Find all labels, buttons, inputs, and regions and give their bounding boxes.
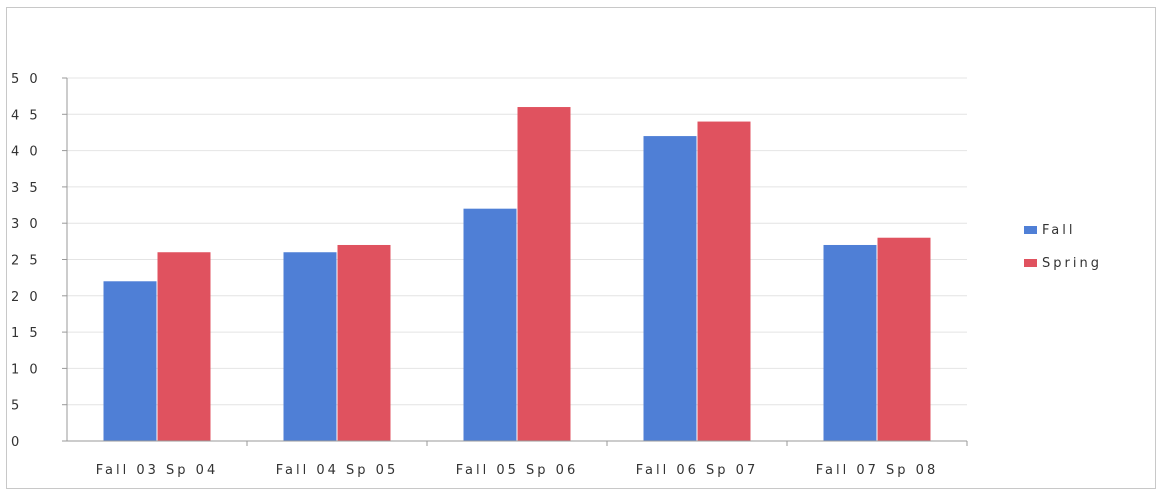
y-tick-labels: 0 5 1 0 1 5 2 0 2 5 3 0 3 5 4 0 4 5 5 0	[11, 72, 41, 450]
y-tick-label: 3 0	[11, 217, 41, 232]
bar-spring	[697, 121, 751, 441]
y-tick-label: 1 0	[11, 362, 41, 377]
bar-spring	[337, 244, 391, 441]
legend-swatch-spring	[1024, 259, 1037, 267]
gridlines	[67, 77, 967, 406]
y-tick-label: 2 5	[11, 254, 41, 269]
bar-spring	[157, 252, 211, 441]
legend: Fall Spring	[1024, 223, 1102, 271]
bar-fall	[643, 136, 697, 441]
y-tick-label: 3 5	[11, 181, 41, 196]
y-tick-label: 1 5	[11, 326, 41, 341]
legend-label-spring: Spring	[1042, 256, 1102, 271]
bar-fall	[463, 208, 517, 441]
x-tick-labels: Fall 03 Sp 04 Fall 04 Sp 05 Fall 05 Sp 06 F…	[96, 463, 938, 478]
bar-fall	[103, 281, 157, 441]
bar-spring	[877, 237, 931, 441]
y-tick-label: 5	[11, 399, 22, 414]
bars	[103, 107, 931, 441]
bar-fall	[823, 244, 877, 441]
y-tick-label: 4 5	[11, 108, 41, 123]
x-tick-label: Fall 03 Sp 04	[96, 463, 218, 478]
legend-label-fall: Fall	[1042, 223, 1075, 238]
bar-fall	[283, 252, 337, 441]
x-tick-label: Fall 07 Sp 08	[816, 463, 938, 478]
legend-swatch-fall	[1024, 226, 1037, 234]
bar-spring	[517, 107, 571, 441]
axes	[62, 77, 968, 446]
bar-chart: 0 5 1 0 1 5 2 0 2 5 3 0 3 5 4 0 4 5 5 0 Fall 03 Sp…	[11, 72, 1102, 478]
chart-frame: 0 5 1 0 1 5 2 0 2 5 3 0 3 5 4 0 4 5 5 0 Fall 03 Sp…	[6, 7, 1156, 489]
x-tick-label: Fall 05 Sp 06	[456, 463, 578, 478]
x-tick-label: Fall 06 Sp 07	[636, 463, 758, 478]
y-tick-label: 4 0	[11, 145, 41, 160]
y-tick-label: 2 0	[11, 290, 41, 305]
x-tick-label: Fall 04 Sp 05	[276, 463, 398, 478]
y-tick-label: 0	[11, 435, 22, 450]
y-tick-label: 5 0	[11, 72, 41, 87]
